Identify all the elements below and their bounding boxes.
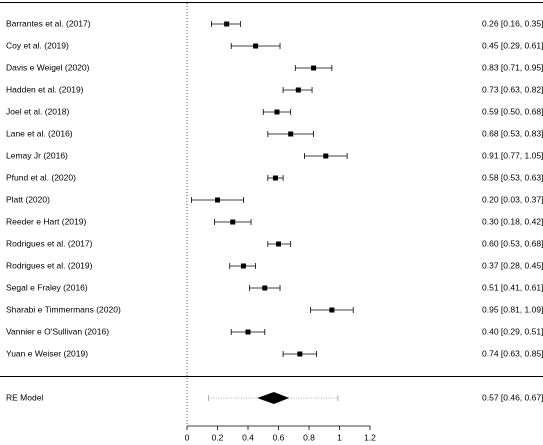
point-estimate — [276, 241, 281, 247]
estimate-label: 0.68 [0.53, 0.83] — [482, 128, 543, 138]
study-label: Platt (2020) — [6, 194, 50, 204]
estimate-label: 0.26 [0.16, 0.35] — [482, 18, 543, 28]
summary-estimate-label: 0.57 [0.46, 0.67] — [482, 392, 543, 402]
point-estimate — [253, 43, 259, 49]
study-label: Vannier e O'Sullivan (2016) — [6, 326, 109, 336]
point-estimate — [295, 87, 301, 93]
summary-label: RE Model — [6, 392, 43, 402]
estimate-label: 0.83 [0.71, 0.95] — [482, 62, 543, 72]
x-tick-label: 0.6 — [273, 432, 285, 442]
estimate-label: 0.20 [0.03, 0.37] — [482, 194, 543, 204]
study-label: Segal e Fraley (2016) — [6, 282, 88, 292]
estimate-label: 0.37 [0.28, 0.45] — [482, 260, 543, 270]
point-estimate — [224, 21, 230, 27]
x-tick-label: 0 — [185, 432, 190, 442]
point-estimate — [329, 307, 335, 313]
estimate-label: 0.60 [0.53, 0.68] — [482, 238, 543, 248]
study-label: Sharabi e Timmermans (2020) — [6, 304, 121, 314]
estimate-label: 0.30 [0.18, 0.42] — [482, 216, 543, 226]
estimate-label: 0.91 [0.77, 1.05] — [482, 150, 543, 160]
x-tick-label: 0.4 — [242, 432, 254, 442]
estimate-label: 0.51 [0.41, 0.61] — [482, 282, 543, 292]
point-estimate — [288, 131, 294, 137]
estimate-label: 0.58 [0.53, 0.63] — [482, 172, 543, 182]
x-tick-label: 0.8 — [303, 432, 315, 442]
point-estimate — [323, 153, 329, 159]
study-label: Pfund et al. (2020) — [6, 172, 76, 182]
point-estimate — [297, 351, 303, 357]
study-label: Rodrigues et al. (2017) — [6, 238, 93, 248]
study-label: Hadden et al. (2019) — [6, 84, 84, 94]
study-label: Joel et al. (2018) — [6, 106, 69, 116]
point-estimate — [230, 219, 236, 225]
point-estimate — [262, 285, 268, 291]
study-label: Barrantes et al. (2017) — [6, 18, 91, 28]
point-estimate — [215, 197, 220, 203]
estimate-label: 0.73 [0.63, 0.82] — [482, 84, 543, 94]
study-label: Davis e Weigel (2020) — [6, 62, 90, 72]
estimate-label: 0.95 [0.81, 1.09] — [482, 304, 543, 314]
x-tick-label: 1.2 — [364, 432, 376, 442]
study-label: Rodrigues et al. (2019) — [6, 260, 93, 270]
x-tick-label: 0.2 — [212, 432, 224, 442]
study-label: Reeder e Hart (2019) — [6, 216, 86, 226]
study-label: Lemay Jr (2016) — [6, 150, 68, 160]
point-estimate — [311, 65, 317, 71]
study-label: Lane et al. (2016) — [6, 128, 73, 138]
estimate-label: 0.45 [0.29, 0.61] — [482, 40, 543, 50]
study-label: Coy et al. (2019) — [6, 40, 69, 50]
point-estimate — [240, 263, 246, 269]
study-label: Yuan e Weiser (2019) — [6, 348, 88, 358]
estimate-label: 0.40 [0.29, 0.51] — [482, 326, 543, 336]
point-estimate — [274, 109, 280, 115]
point-estimate — [272, 175, 278, 181]
estimate-label: 0.74 [0.63, 0.85] — [482, 348, 543, 358]
point-estimate — [245, 329, 251, 335]
x-tick-label: 1 — [337, 432, 342, 442]
estimate-label: 0.59 [0.50, 0.68] — [482, 106, 543, 116]
summary-diamond — [257, 392, 290, 404]
